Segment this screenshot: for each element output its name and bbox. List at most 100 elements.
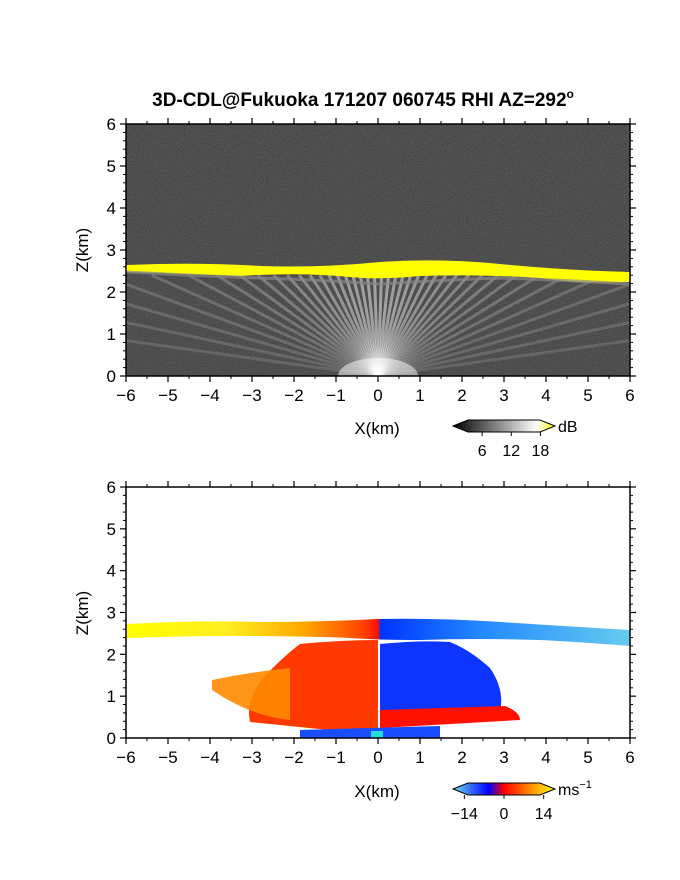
velocity-layer-band — [126, 618, 630, 646]
receding-edge — [212, 668, 290, 720]
top-y-axis: 0 1 2 3 4 5 6 — [107, 115, 636, 386]
bottom-x-tick-label: −2 — [284, 748, 303, 767]
beam-fan — [126, 273, 630, 376]
beam-origin-glow — [338, 358, 418, 376]
bottom-x-tick-label: −1 — [326, 748, 345, 767]
beam-ray — [126, 282, 379, 376]
beam-ray — [377, 282, 630, 376]
top-heatmap — [126, 124, 630, 376]
bottom-x-tick-label: 0 — [373, 748, 382, 767]
chart-title: 3D-CDL@Fukuoka 171207 060745 RHI AZ=292o — [152, 87, 574, 111]
top-y-tick-label: 5 — [107, 157, 116, 176]
beam-ray — [187, 273, 379, 376]
bottom-colorbar-unit-base: ms — [558, 782, 579, 799]
bottom-x-tick-label: −5 — [158, 748, 177, 767]
bottom-colorbar: ms−1 −14 0 14 — [451, 779, 592, 823]
bottom-x-axis: −6 −5 −4 −3 −2 −1 0 1 2 3 4 5 6 — [116, 481, 635, 767]
top-y-tick-label: 3 — [107, 241, 116, 260]
bottom-x-axis-label: X(km) — [354, 782, 399, 801]
bottom-colorbar-unit: ms−1 — [558, 779, 592, 799]
beam-ray — [377, 273, 606, 376]
beam-ray — [377, 273, 569, 376]
top-x-tick-label: 5 — [583, 386, 592, 405]
beam-ray — [377, 302, 630, 376]
bottom-y-axis-label: Z(km) — [73, 591, 92, 635]
top-y-tick-label: 6 — [107, 115, 116, 134]
bottom-x-tick-label: 2 — [457, 748, 466, 767]
beam-ray — [377, 320, 630, 376]
top-x-tick-label: 2 — [457, 386, 466, 405]
top-colorbar-tick-label: 12 — [502, 443, 520, 460]
top-x-tick-label: 3 — [499, 386, 508, 405]
top-x-axis: −6 −5 −4 −3 −2 −1 0 1 2 3 4 5 6 — [116, 118, 635, 405]
near-ground-positive — [380, 706, 520, 728]
ground-strip — [300, 726, 440, 738]
top-noise — [126, 124, 630, 376]
top-y-axis-label: Z(km) — [73, 228, 92, 272]
bottom-y-axis: 0 1 2 3 4 5 6 — [107, 478, 636, 748]
top-colorbar-ticks: 6 12 18 — [478, 432, 550, 460]
beam-ray — [215, 273, 379, 376]
beam-ray — [377, 274, 500, 376]
top-x-tick-label: −6 — [116, 386, 135, 405]
cloud-base-layer — [126, 260, 630, 283]
bottom-y-tick-label: 4 — [107, 562, 116, 581]
top-x-tick-label: 1 — [415, 386, 424, 405]
beam-ray — [126, 302, 379, 376]
beam-ray — [126, 320, 379, 376]
beam-ray — [272, 274, 380, 376]
title-main: 3D-CDL@Fukuoka 171207 060745 RHI AZ=292 — [152, 90, 566, 111]
top-x-tick-label: −3 — [242, 386, 261, 405]
bottom-y-tick-label: 0 — [107, 729, 116, 748]
bottom-x-tick-label: 5 — [583, 748, 592, 767]
bottom-heatmap — [126, 487, 630, 738]
bottom-y-tick-label: 5 — [107, 520, 116, 539]
ground-cyan-spot — [371, 731, 383, 738]
top-y-tick-label: 4 — [107, 199, 116, 218]
bottom-x-tick-label: 1 — [415, 748, 424, 767]
bottom-x-tick-label: 6 — [625, 748, 634, 767]
bottom-colorbar-tick-label: 0 — [500, 806, 509, 823]
bottom-colorbar-bar — [451, 782, 557, 796]
top-colorbar: dB 6 12 18 — [451, 419, 578, 460]
title-degree: o — [567, 87, 574, 101]
bottom-y-tick-label: 2 — [107, 645, 116, 664]
top-x-tick-label: −4 — [200, 386, 219, 405]
bottom-y-tick-label: 3 — [107, 604, 116, 623]
bottom-x-tick-label: −4 — [200, 748, 219, 767]
beam-ray — [256, 274, 379, 376]
bottom-colorbar-unit-sup: −1 — [579, 779, 592, 791]
bottom-x-tick-label: −6 — [116, 748, 135, 767]
bottom-x-tick-label: 4 — [541, 748, 550, 767]
bottom-x-tick-label: 3 — [499, 748, 508, 767]
beam-ray — [377, 273, 518, 376]
top-x-tick-label: 6 — [625, 386, 634, 405]
top-x-tick-label: −1 — [326, 386, 345, 405]
beam-ray — [377, 339, 630, 376]
bottom-y-tick-label: 1 — [107, 687, 116, 706]
beam-ray — [286, 274, 380, 376]
bottom-colorbar-tick-label: 14 — [535, 806, 553, 823]
top-x-tick-label: 4 — [541, 386, 550, 405]
beam-ray — [377, 273, 541, 376]
bottom-colorbar-ticks: −14 0 14 — [451, 795, 553, 823]
top-colorbar-tick-label: 6 — [478, 443, 487, 460]
bottom-x-tick-label: −3 — [242, 748, 261, 767]
top-x-tick-label: −5 — [158, 386, 177, 405]
beam-ray — [238, 273, 379, 376]
beam-ray — [150, 273, 379, 376]
approaching-region — [380, 641, 502, 716]
top-x-axis-label: X(km) — [354, 419, 399, 438]
beam-ray — [376, 274, 484, 376]
layer-shadow — [126, 270, 630, 286]
top-y-tick-label: 1 — [107, 325, 116, 344]
top-y-tick-label: 2 — [107, 283, 116, 302]
top-colorbar-unit: dB — [558, 419, 578, 436]
top-x-tick-label: 0 — [373, 386, 382, 405]
top-y-tick-label: 0 — [107, 367, 116, 386]
top-colorbar-tick-label: 18 — [532, 443, 550, 460]
top-x-tick-label: −2 — [284, 386, 303, 405]
